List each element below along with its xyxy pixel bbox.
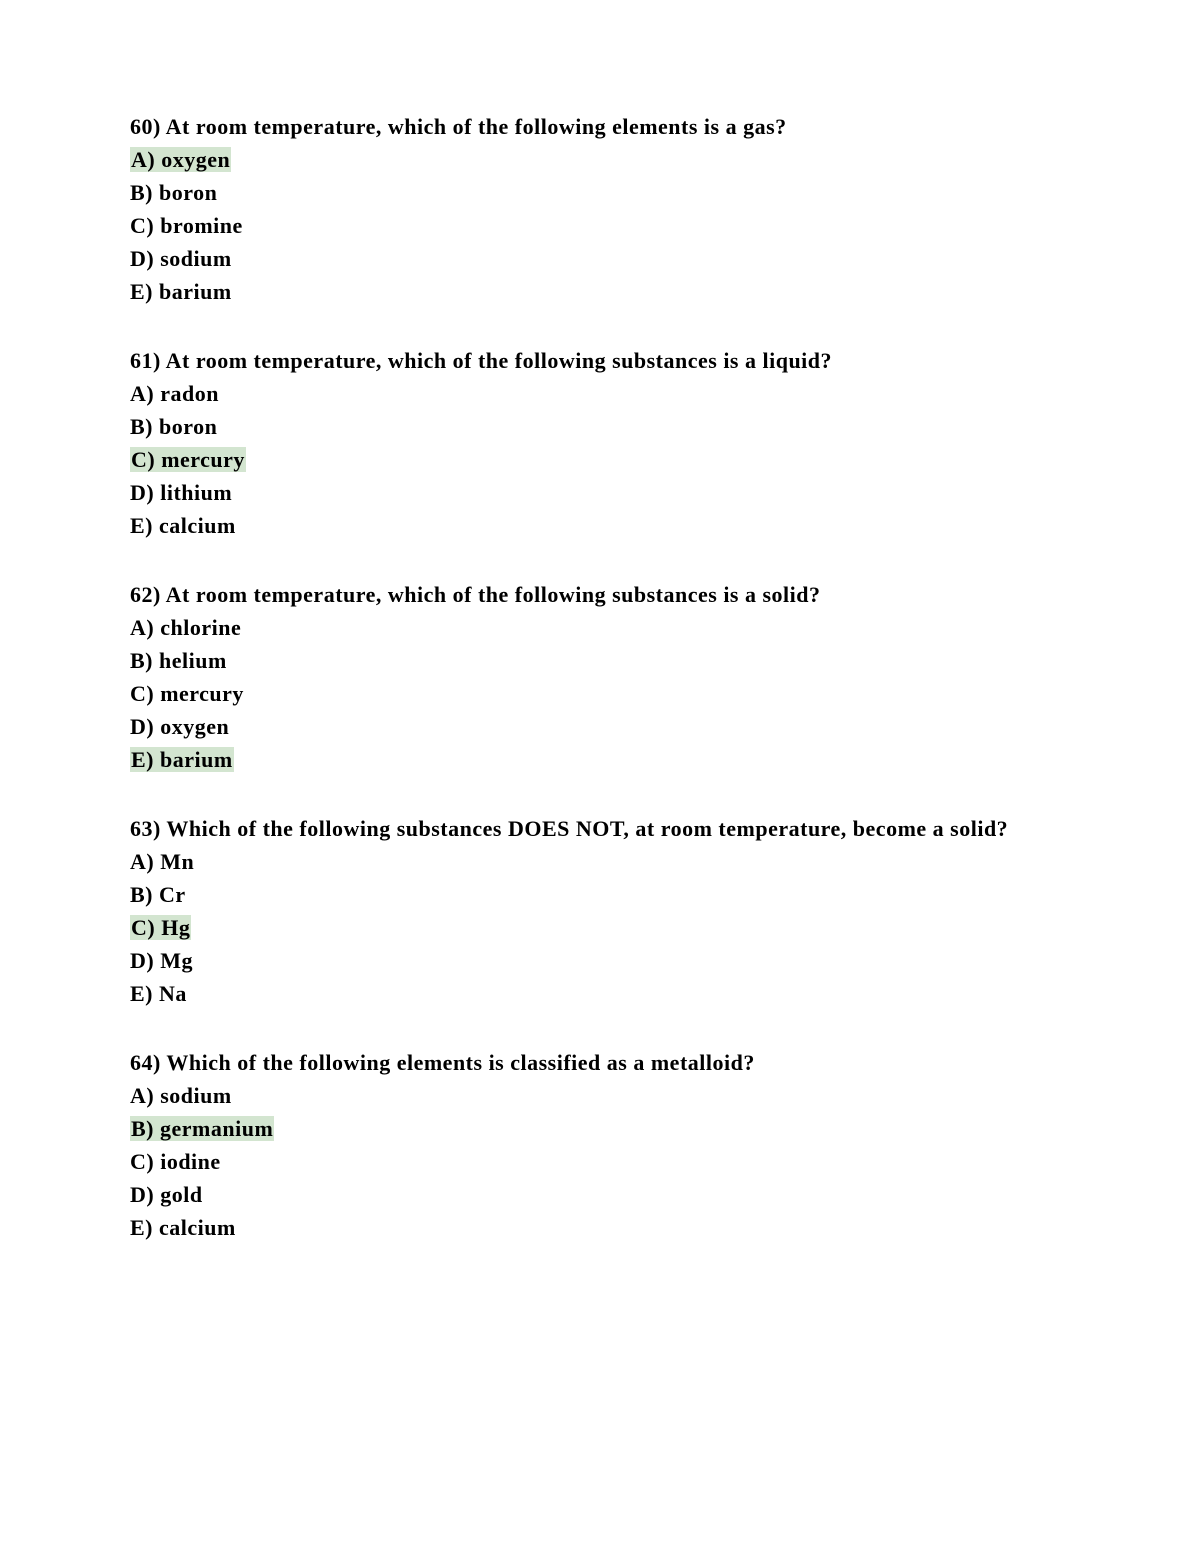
option: A) chlorine: [130, 611, 1070, 644]
question-block: 62) At room temperature, which of the fo…: [130, 578, 1070, 776]
option: E) Na: [130, 977, 1070, 1010]
option: D) lithium: [130, 476, 1070, 509]
option: D) gold: [130, 1178, 1070, 1211]
highlighted-answer: C) mercury: [130, 447, 246, 472]
option: B) boron: [130, 410, 1070, 443]
question-text: 61) At room temperature, which of the fo…: [130, 344, 1070, 377]
option: B) germanium: [130, 1112, 1070, 1145]
question-text: 62) At room temperature, which of the fo…: [130, 578, 1070, 611]
question-block: 60) At room temperature, which of the fo…: [130, 110, 1070, 308]
question-text: 63) Which of the following substances DO…: [130, 812, 1070, 845]
option: C) iodine: [130, 1145, 1070, 1178]
highlighted-answer: C) Hg: [130, 915, 191, 940]
option: B) boron: [130, 176, 1070, 209]
option: C) bromine: [130, 209, 1070, 242]
option: E) calcium: [130, 1211, 1070, 1244]
option: A) oxygen: [130, 143, 1070, 176]
option: E) barium: [130, 743, 1070, 776]
highlighted-answer: E) barium: [130, 747, 234, 772]
highlighted-answer: A) oxygen: [130, 147, 231, 172]
option: E) barium: [130, 275, 1070, 308]
option: E) calcium: [130, 509, 1070, 542]
option: C) Hg: [130, 911, 1070, 944]
option: B) helium: [130, 644, 1070, 677]
option: B) Cr: [130, 878, 1070, 911]
option: C) mercury: [130, 677, 1070, 710]
highlighted-answer: B) germanium: [130, 1116, 274, 1141]
quiz-content: 60) At room temperature, which of the fo…: [130, 110, 1070, 1244]
question-text: 64) Which of the following elements is c…: [130, 1046, 1070, 1079]
option: D) Mg: [130, 944, 1070, 977]
question-block: 61) At room temperature, which of the fo…: [130, 344, 1070, 542]
option: A) Mn: [130, 845, 1070, 878]
option: C) mercury: [130, 443, 1070, 476]
option: A) radon: [130, 377, 1070, 410]
option: A) sodium: [130, 1079, 1070, 1112]
question-text: 60) At room temperature, which of the fo…: [130, 110, 1070, 143]
question-block: 64) Which of the following elements is c…: [130, 1046, 1070, 1244]
option: D) oxygen: [130, 710, 1070, 743]
option: D) sodium: [130, 242, 1070, 275]
question-block: 63) Which of the following substances DO…: [130, 812, 1070, 1010]
